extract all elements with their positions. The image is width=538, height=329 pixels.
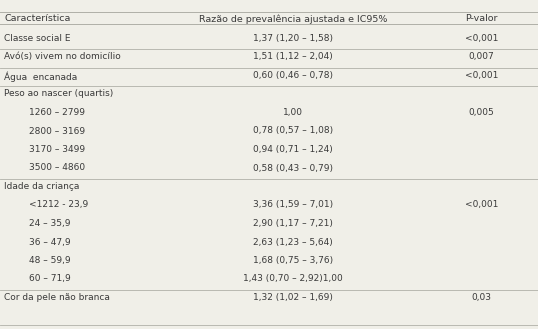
Text: 1,68 (0,75 – 3,76): 1,68 (0,75 – 3,76) bbox=[253, 256, 333, 265]
Text: 0,60 (0,46 – 0,78): 0,60 (0,46 – 0,78) bbox=[253, 71, 333, 80]
Text: 0,007: 0,007 bbox=[469, 53, 494, 62]
Text: 3,36 (1,59 – 7,01): 3,36 (1,59 – 7,01) bbox=[253, 200, 333, 210]
Text: P-valor: P-valor bbox=[465, 14, 498, 23]
Text: 24 – 35,9: 24 – 35,9 bbox=[29, 219, 70, 228]
Text: 0,58 (0,43 – 0,79): 0,58 (0,43 – 0,79) bbox=[253, 164, 333, 172]
Text: Razão de prevalência ajustada e IC95%: Razão de prevalência ajustada e IC95% bbox=[199, 14, 387, 23]
Text: Água  encanada: Água encanada bbox=[4, 71, 77, 82]
Text: 1,43 (0,70 – 2,92)1,00: 1,43 (0,70 – 2,92)1,00 bbox=[243, 274, 343, 284]
Text: 1,37 (1,20 – 1,58): 1,37 (1,20 – 1,58) bbox=[253, 34, 333, 43]
Text: Idade da criança: Idade da criança bbox=[4, 182, 80, 191]
Text: Classe social E: Classe social E bbox=[4, 34, 71, 43]
Text: 0,03: 0,03 bbox=[471, 293, 492, 302]
Text: <0,001: <0,001 bbox=[465, 71, 498, 80]
Text: 2800 – 3169: 2800 – 3169 bbox=[29, 126, 84, 136]
Text: 1,51 (1,12 – 2,04): 1,51 (1,12 – 2,04) bbox=[253, 53, 333, 62]
Text: 60 – 71,9: 60 – 71,9 bbox=[29, 274, 70, 284]
Text: <1212 - 23,9: <1212 - 23,9 bbox=[29, 200, 88, 210]
Text: <0,001: <0,001 bbox=[465, 34, 498, 43]
Text: Peso ao nascer (quartis): Peso ao nascer (quartis) bbox=[4, 89, 114, 98]
Text: 0,94 (0,71 – 1,24): 0,94 (0,71 – 1,24) bbox=[253, 145, 333, 154]
Text: 2,90 (1,17 – 7,21): 2,90 (1,17 – 7,21) bbox=[253, 219, 333, 228]
Text: Cor da pele não branca: Cor da pele não branca bbox=[4, 293, 110, 302]
Text: 2,63 (1,23 – 5,64): 2,63 (1,23 – 5,64) bbox=[253, 238, 333, 246]
Text: 36 – 47,9: 36 – 47,9 bbox=[29, 238, 70, 246]
Text: 1,32 (1,02 – 1,69): 1,32 (1,02 – 1,69) bbox=[253, 293, 333, 302]
Text: Característica: Característica bbox=[4, 14, 70, 23]
Text: 0,005: 0,005 bbox=[469, 108, 494, 117]
Text: 48 – 59,9: 48 – 59,9 bbox=[29, 256, 70, 265]
Text: Avó(s) vivem no domicílio: Avó(s) vivem no domicílio bbox=[4, 53, 121, 62]
Text: 0,78 (0,57 – 1,08): 0,78 (0,57 – 1,08) bbox=[253, 126, 333, 136]
Text: 3170 – 3499: 3170 – 3499 bbox=[29, 145, 84, 154]
Text: 1,00: 1,00 bbox=[283, 108, 303, 117]
Text: 3500 – 4860: 3500 – 4860 bbox=[29, 164, 84, 172]
Text: 1260 – 2799: 1260 – 2799 bbox=[29, 108, 84, 117]
Text: <0,001: <0,001 bbox=[465, 200, 498, 210]
